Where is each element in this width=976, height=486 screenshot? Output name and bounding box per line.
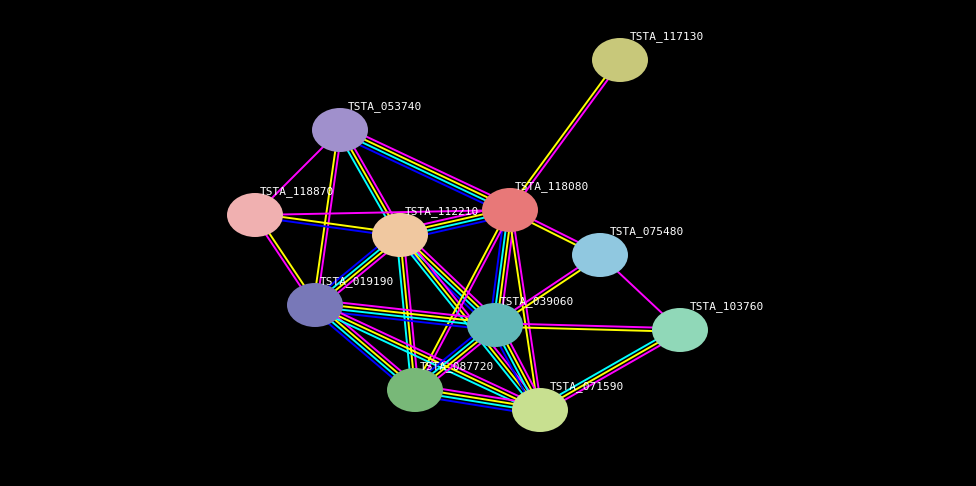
Ellipse shape [467, 303, 523, 347]
Ellipse shape [227, 193, 283, 237]
Text: TSTA_087720: TSTA_087720 [420, 361, 494, 372]
Ellipse shape [652, 308, 708, 352]
Ellipse shape [592, 38, 648, 82]
Text: TSTA_075480: TSTA_075480 [610, 226, 684, 237]
Text: TSTA_053740: TSTA_053740 [348, 101, 423, 112]
Text: TSTA_071590: TSTA_071590 [550, 381, 625, 392]
Ellipse shape [512, 388, 568, 432]
Ellipse shape [482, 188, 538, 232]
Text: TSTA_118080: TSTA_118080 [515, 181, 590, 192]
Ellipse shape [572, 233, 628, 277]
Ellipse shape [287, 283, 343, 327]
Ellipse shape [312, 108, 368, 152]
Text: TSTA_103760: TSTA_103760 [690, 301, 764, 312]
Ellipse shape [387, 368, 443, 412]
Ellipse shape [372, 213, 428, 257]
Text: TSTA_117130: TSTA_117130 [630, 31, 705, 42]
Text: TSTA_112210: TSTA_112210 [405, 206, 479, 217]
Text: TSTA_019190: TSTA_019190 [320, 276, 394, 287]
Text: TSTA_118870: TSTA_118870 [260, 186, 334, 197]
Text: TSTA_039060: TSTA_039060 [500, 296, 574, 307]
